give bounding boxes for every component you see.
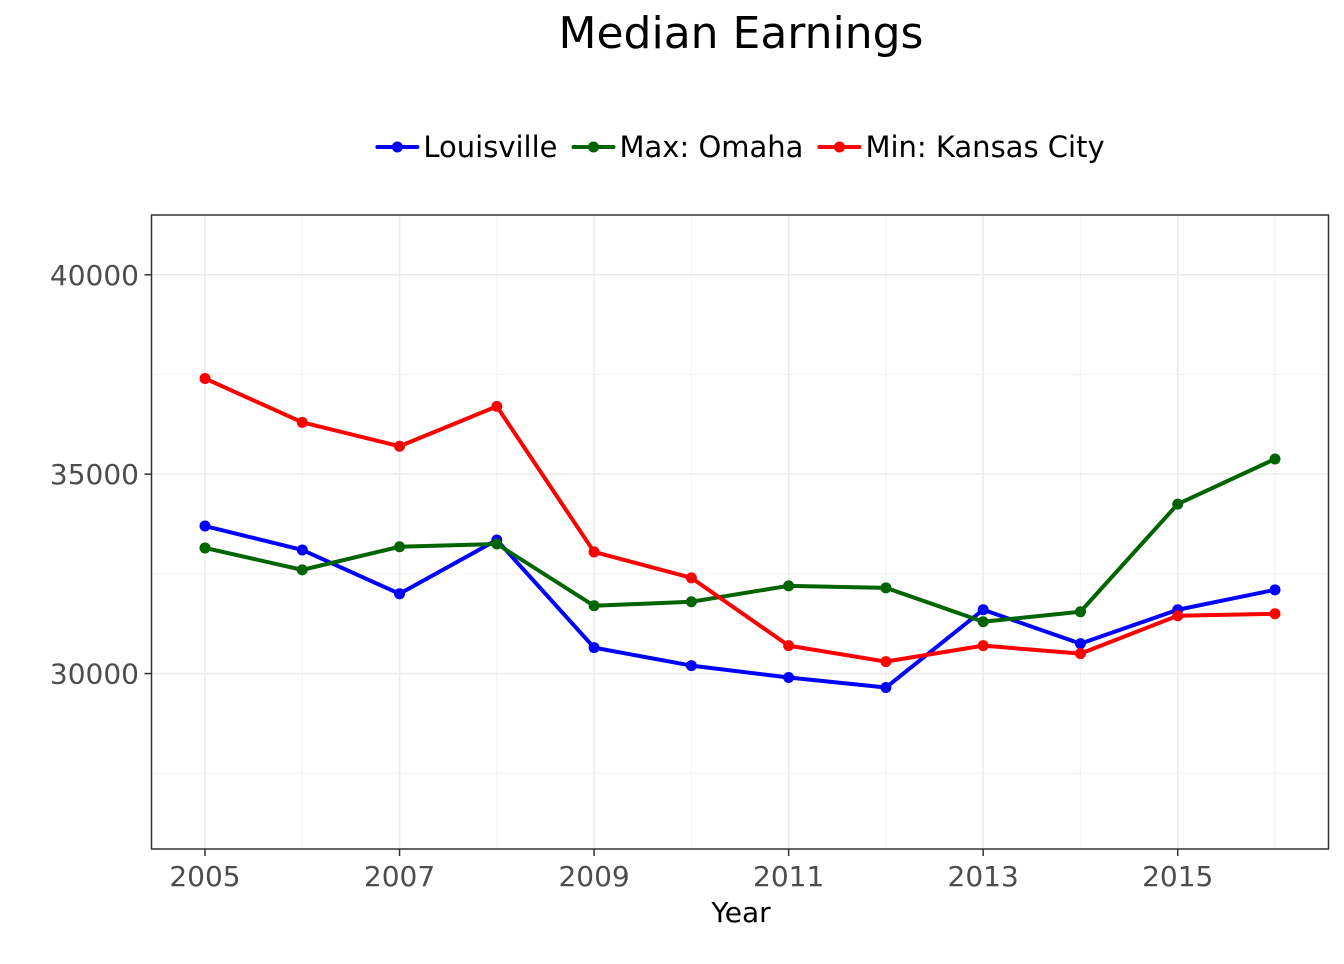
series-line bbox=[203, 376, 1277, 664]
legend: Louisville Max: Omaha Min: Kansas City bbox=[375, 130, 1105, 164]
legend-item-3: Min: Kansas City bbox=[817, 130, 1105, 164]
data-point bbox=[296, 544, 308, 556]
data-point bbox=[880, 582, 892, 594]
data-point bbox=[1074, 648, 1086, 660]
x-tick-label: 2007 bbox=[364, 860, 435, 893]
x-tick-label: 2013 bbox=[948, 860, 1019, 893]
series-1 bbox=[199, 520, 1281, 694]
data-point bbox=[199, 372, 211, 384]
legend-key-point bbox=[588, 141, 600, 153]
data-point bbox=[199, 542, 211, 554]
data-point bbox=[783, 640, 795, 652]
chart-title: Median Earnings bbox=[559, 8, 924, 59]
plot-border bbox=[150, 214, 1330, 850]
data-point bbox=[685, 660, 697, 672]
x-tick-label: 2005 bbox=[169, 860, 240, 893]
data-point bbox=[394, 541, 406, 553]
data-point bbox=[1074, 606, 1086, 618]
x-tick-label: 2009 bbox=[558, 860, 629, 893]
x-tick-label: 2011 bbox=[753, 860, 824, 893]
data-point bbox=[588, 642, 600, 654]
data-point bbox=[588, 600, 600, 612]
data-point bbox=[977, 640, 989, 652]
data-point bbox=[880, 656, 892, 668]
data-point bbox=[685, 572, 697, 584]
legend-label: Min: Kansas City bbox=[865, 130, 1104, 164]
data-point bbox=[296, 416, 308, 428]
y-tick-label: 35000 bbox=[50, 458, 139, 491]
data-point bbox=[880, 682, 892, 694]
y-axis: 30000 35000 40000 bbox=[50, 259, 152, 691]
plot-background bbox=[151, 215, 1329, 849]
y-tick-label: 30000 bbox=[50, 658, 139, 691]
data-point bbox=[1269, 608, 1281, 620]
data-point bbox=[394, 440, 406, 452]
data-point bbox=[977, 604, 989, 616]
legend-item-2: Max: Omaha bbox=[571, 130, 804, 164]
data-point bbox=[491, 400, 503, 412]
series-layer bbox=[199, 372, 1281, 694]
x-tick-label: 2015 bbox=[1142, 860, 1213, 893]
legend-key-point bbox=[391, 141, 403, 153]
data-point bbox=[199, 520, 211, 532]
data-point bbox=[977, 616, 989, 628]
data-point bbox=[394, 588, 406, 600]
data-point bbox=[296, 564, 308, 576]
y-tick-label: 40000 bbox=[50, 259, 139, 292]
x-axis: 2005 2007 2009 2011 2013 2015 bbox=[169, 849, 1213, 893]
x-axis-title: Year bbox=[710, 896, 771, 929]
legend-label: Max: Omaha bbox=[620, 130, 804, 164]
data-point bbox=[1269, 453, 1281, 465]
series-3 bbox=[199, 372, 1281, 668]
data-point bbox=[1172, 610, 1184, 622]
legend-key-point bbox=[833, 141, 845, 153]
series-line bbox=[203, 524, 1277, 690]
series-line bbox=[203, 457, 1277, 624]
grid bbox=[151, 215, 1329, 849]
data-point bbox=[1074, 638, 1086, 650]
data-point bbox=[491, 538, 503, 550]
data-point bbox=[783, 672, 795, 684]
data-point bbox=[1172, 498, 1184, 510]
legend-label: Louisville bbox=[423, 130, 557, 164]
legend-item-1: Louisville bbox=[375, 130, 558, 164]
series-2 bbox=[199, 453, 1281, 628]
data-point bbox=[1269, 584, 1281, 596]
data-point bbox=[685, 596, 697, 608]
data-point bbox=[588, 546, 600, 558]
data-point bbox=[783, 580, 795, 592]
